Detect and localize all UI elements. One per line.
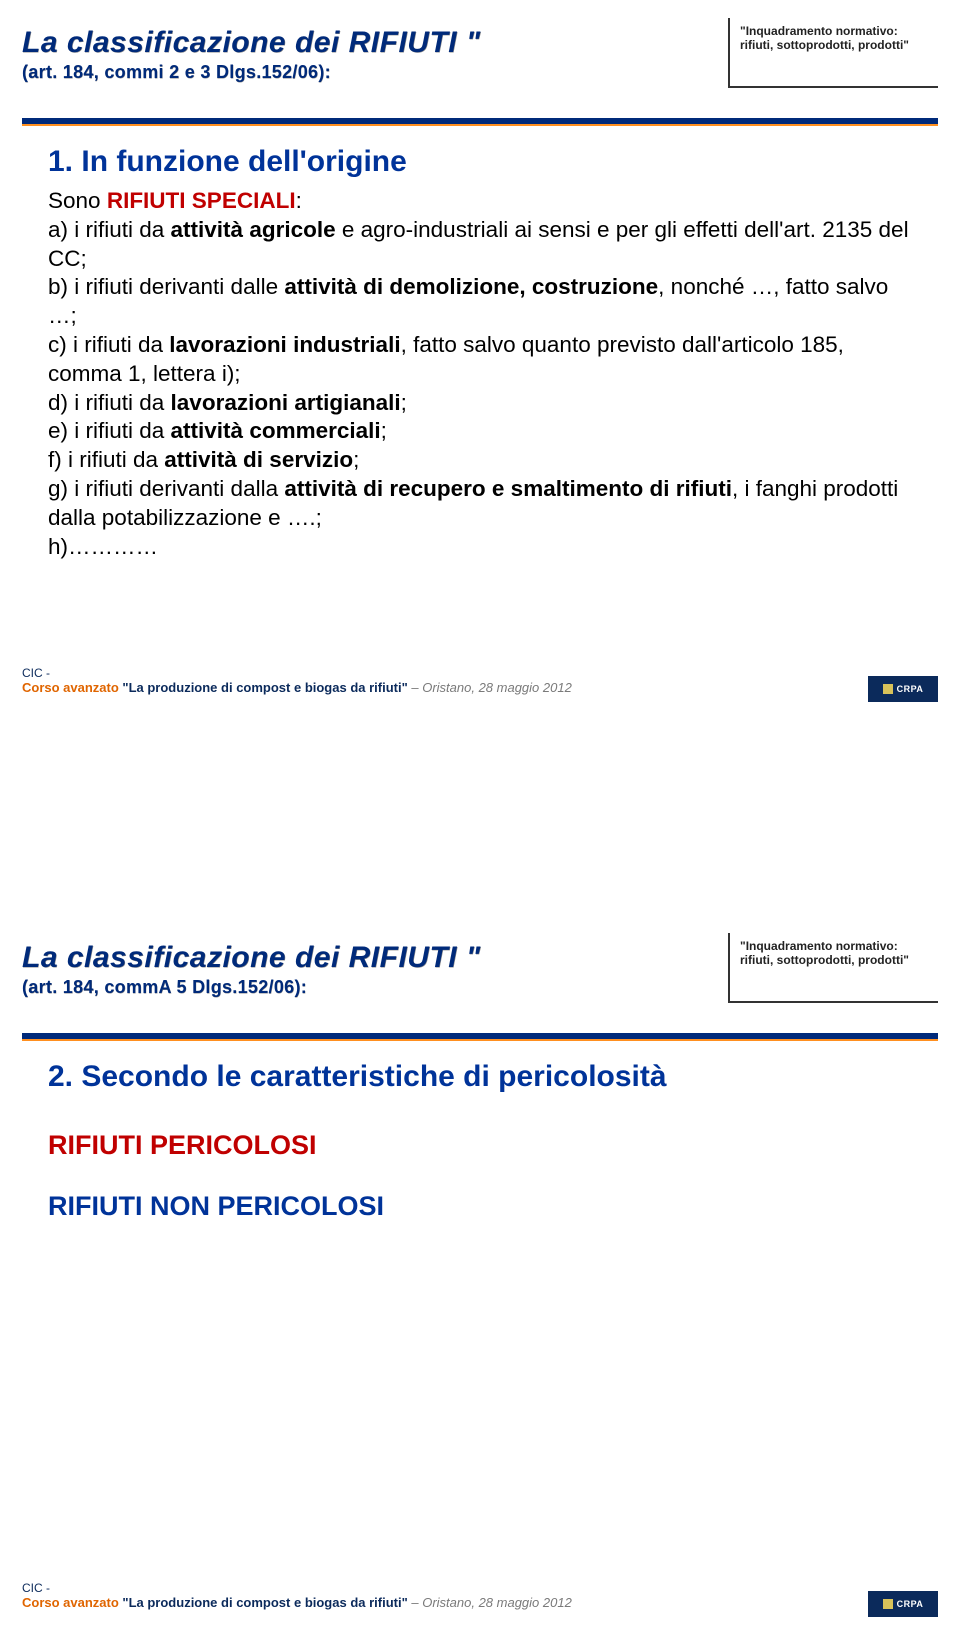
footer-line: Corso avanzato "La produzione di compost… <box>22 680 938 695</box>
rnp-line: RIFIUTI NON PERICOLOSI <box>48 1191 912 1222</box>
f-post: ; <box>353 447 359 472</box>
footer-course-pre: Corso avanzato <box>22 1595 122 1610</box>
h: h)………… <box>48 534 158 559</box>
footer-badge: CRPA <box>868 676 938 702</box>
footer-badge: CRPA <box>868 1591 938 1617</box>
footer-cic: CIC - <box>22 1581 938 1595</box>
footer-line: Corso avanzato "La produzione di compost… <box>22 1595 938 1610</box>
slide-subtitle: (art. 184, commi 2 e 3 Dlgs.152/06): <box>22 62 662 83</box>
e-bold: attività commerciali <box>171 418 381 443</box>
badge-square-icon <box>883 684 893 694</box>
header: La classificazione dei RIFIUTI " (art. 1… <box>22 18 938 108</box>
divider <box>22 118 938 126</box>
f-pre: f) i rifiuti da <box>48 447 164 472</box>
body-text: Sono RIFIUTI SPECIALI: a) i rifiuti da a… <box>48 187 912 561</box>
intro-post: : <box>296 188 302 213</box>
intro-bold: RIFIUTI SPECIALI <box>101 188 296 213</box>
slide-2: La classificazione dei RIFIUTI " (art. 1… <box>0 915 960 1635</box>
g-bold: attività di recupero e smaltimento di ri… <box>284 476 732 501</box>
footer-course-post: – Oristano, 28 maggio 2012 <box>408 1595 572 1610</box>
c-bold: lavorazioni industriali <box>169 332 400 357</box>
slide-body: 2. Secondo le caratteristiche di pericol… <box>48 1060 912 1252</box>
footer-cic: CIC - <box>22 666 938 680</box>
b-bold: attività di demolizione, costruzione <box>284 274 658 299</box>
footer: CIC - Corso avanzato "La produzione di c… <box>22 666 938 706</box>
slide-title: La classificazione dei RIFIUTI " <box>22 26 662 60</box>
footer-course-pre: Corso avanzato <box>22 680 122 695</box>
title-block: La classificazione dei RIFIUTI " (art. 1… <box>22 26 662 83</box>
badge-text: CRPA <box>897 1599 924 1609</box>
slide-1: La classificazione dei RIFIUTI " (art. 1… <box>0 0 960 720</box>
d-post: ; <box>401 390 407 415</box>
e-post: ; <box>381 418 387 443</box>
slide-body: 1. In funzione dell'origine Sono RIFIUTI… <box>48 145 912 561</box>
title-block: La classificazione dei RIFIUTI " (art. 1… <box>22 941 662 998</box>
footer-course-quote: "La produzione di compost e biogas da ri… <box>122 680 407 695</box>
corner-box: "Inquadramento normativo: rifiuti, sotto… <box>728 933 938 1003</box>
a-bold: attività agricole <box>171 217 336 242</box>
footer: CIC - Corso avanzato "La produzione di c… <box>22 1581 938 1621</box>
intro-pre: Sono <box>48 188 101 213</box>
corner-box: "Inquadramento normativo: rifiuti, sotto… <box>728 18 938 88</box>
f-bold: attività di servizio <box>164 447 353 472</box>
header: La classificazione dei RIFIUTI " (art. 1… <box>22 933 938 1023</box>
section-heading: 1. In funzione dell'origine <box>48 145 912 179</box>
footer-course-quote: "La produzione di compost e biogas da ri… <box>122 1595 407 1610</box>
b-pre: b) i rifiuti derivanti dalle <box>48 274 284 299</box>
d-pre: d) i rifiuti da <box>48 390 171 415</box>
c-pre: c) i rifiuti da <box>48 332 169 357</box>
divider <box>22 1033 938 1041</box>
d-bold: lavorazioni artigianali <box>171 390 401 415</box>
rp-line: RIFIUTI PERICOLOSI <box>48 1130 912 1161</box>
badge-square-icon <box>883 1599 893 1609</box>
section-heading: 2. Secondo le caratteristiche di pericol… <box>48 1060 912 1094</box>
slide-subtitle: (art. 184, commA 5 Dlgs.152/06): <box>22 977 662 998</box>
badge-text: CRPA <box>897 684 924 694</box>
g-pre: g) i rifiuti derivanti dalla <box>48 476 284 501</box>
slide-title: La classificazione dei RIFIUTI " <box>22 941 662 975</box>
e-pre: e) i rifiuti da <box>48 418 171 443</box>
a-pre: a) i rifiuti da <box>48 217 171 242</box>
footer-course-post: – Oristano, 28 maggio 2012 <box>408 680 572 695</box>
